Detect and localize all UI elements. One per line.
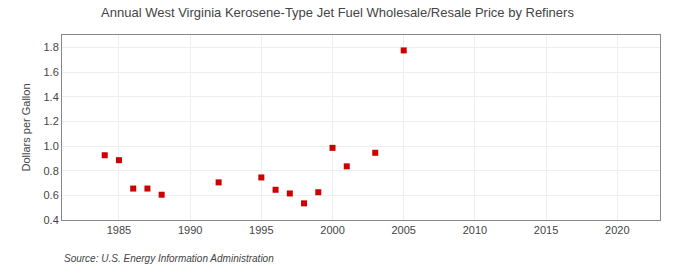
svg-text:1.0: 1.0 xyxy=(44,140,59,152)
svg-text:2005: 2005 xyxy=(391,224,415,236)
svg-text:1.2: 1.2 xyxy=(44,115,59,127)
svg-text:1.4: 1.4 xyxy=(44,91,59,103)
svg-text:2010: 2010 xyxy=(463,224,487,236)
svg-text:Annual West Virginia Kerosene-: Annual West Virginia Kerosene-Type Jet F… xyxy=(101,5,574,20)
svg-text:2000: 2000 xyxy=(320,224,344,236)
svg-text:1.6: 1.6 xyxy=(44,66,59,78)
svg-text:1990: 1990 xyxy=(178,224,202,236)
svg-text:Source: U.S. Energy Informatio: Source: U.S. Energy Information Administ… xyxy=(64,253,274,264)
svg-text:Dollars per Gallon: Dollars per Gallon xyxy=(20,83,32,171)
svg-text:0.8: 0.8 xyxy=(44,165,59,177)
svg-text:0.6: 0.6 xyxy=(44,189,59,201)
svg-text:2015: 2015 xyxy=(534,224,558,236)
svg-text:1995: 1995 xyxy=(249,224,273,236)
svg-text:1.8: 1.8 xyxy=(44,41,59,53)
svg-text:0.4: 0.4 xyxy=(44,214,59,226)
svg-text:1985: 1985 xyxy=(107,224,131,236)
svg-text:2020: 2020 xyxy=(605,224,629,236)
